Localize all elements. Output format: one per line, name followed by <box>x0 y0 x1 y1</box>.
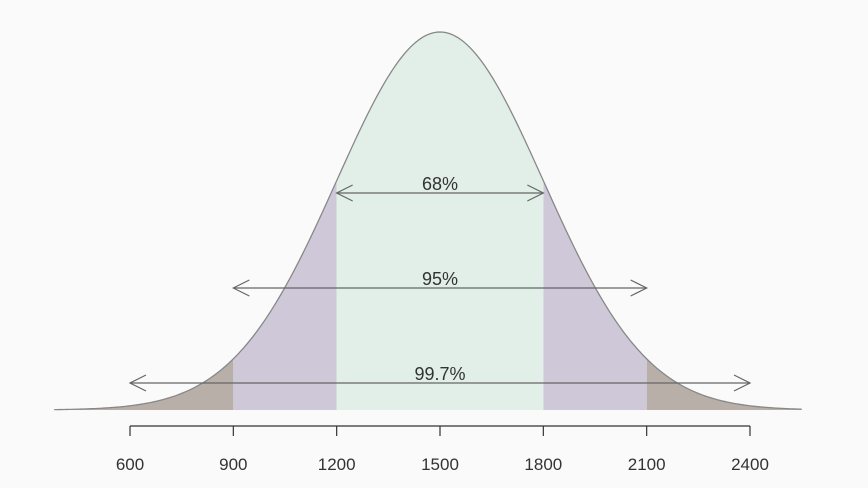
tick-label: 2400 <box>731 455 769 474</box>
tick-label: 2100 <box>628 455 666 474</box>
band-tail-left <box>54 358 234 410</box>
arrow-head-left <box>128 374 147 392</box>
tick-label: 1200 <box>318 455 356 474</box>
arrow-head-right <box>733 374 752 392</box>
interval-label: 95% <box>422 269 458 289</box>
arrow-head-right <box>630 279 649 297</box>
interval-arrow-2: 95% <box>231 269 649 297</box>
interval-label: 68% <box>422 174 458 194</box>
arrow-head-right <box>527 184 545 202</box>
arrow-head-left <box>231 279 250 297</box>
x-axis <box>129 425 751 436</box>
tick-label: 1500 <box>421 455 459 474</box>
band-tail-right <box>646 358 802 410</box>
shaded-bands <box>54 32 802 410</box>
interval-arrow-1: 68% <box>335 174 545 202</box>
tick-label: 900 <box>219 455 247 474</box>
x-tick-labels: 600 900 1200 1500 1800 2100 2400 <box>116 455 769 474</box>
tick-label: 600 <box>116 455 144 474</box>
tick-label: 1800 <box>524 455 562 474</box>
interval-arrows: 68% 95% 99.7% <box>128 174 752 392</box>
arrow-head-left <box>335 184 353 202</box>
interval-arrow-3: 99.7% <box>128 364 752 392</box>
band-1sd <box>336 32 544 410</box>
interval-label: 99.7% <box>414 364 465 384</box>
